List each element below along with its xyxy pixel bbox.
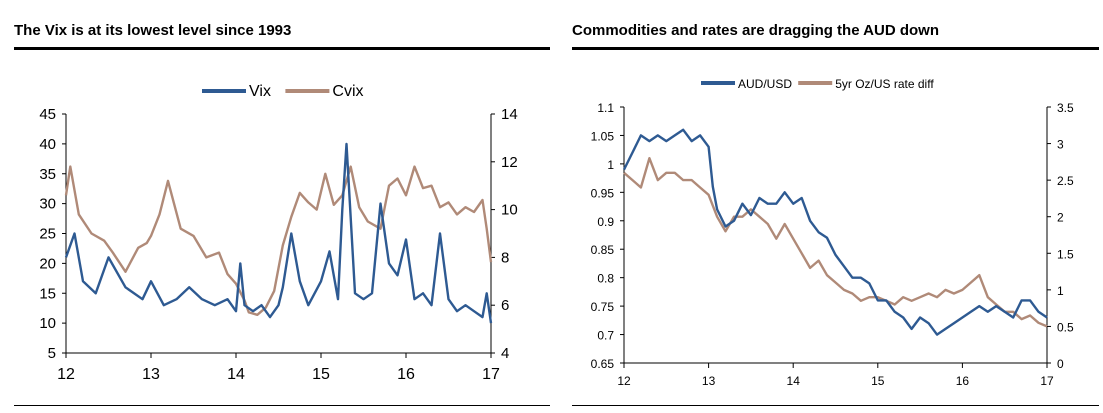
chart-panel-vix: The Vix is at its lowest level since 199… — [14, 22, 550, 406]
x-tick-label: 15 — [312, 366, 330, 383]
series-line-vix — [64, 142, 493, 324]
chart-panel-aud: Commodities and rates are dragging the A… — [568, 0, 1103, 413]
y-right-tick-label: 8 — [501, 249, 509, 266]
x-tick-label: 12 — [57, 366, 75, 383]
x-tick-label: 17 — [482, 366, 500, 383]
legend-label: AUD/USD — [738, 77, 792, 91]
chart-title: The Vix is at its lowest level since 199… — [14, 22, 292, 39]
series-line-cvix — [64, 165, 493, 316]
x-tick-label: 15 — [871, 374, 885, 388]
x-tick-label: 17 — [1040, 374, 1054, 388]
x-tick-label: 13 — [702, 374, 716, 388]
y-left-tick-label: 10 — [39, 315, 56, 332]
y-right-tick-label: 3 — [1057, 138, 1064, 152]
y-right-tick-label: 1.5 — [1057, 247, 1074, 261]
y-right-tick-label: 2.5 — [1057, 174, 1074, 188]
y-right-tick-label: 4 — [501, 345, 509, 362]
vix-chart: 45 40 35 30 25 20 15 10 5 14 12 10 8 6 4 12 13 14 15 16 17 Vi… — [39, 83, 518, 383]
y-right-tick-label: 12 — [501, 154, 518, 171]
legend-label: Vix — [249, 83, 271, 100]
y-left-tick-label: 0.85 — [591, 243, 615, 257]
y-left-tick-label: 1.1 — [597, 101, 614, 115]
y-right-tick-label: 14 — [501, 106, 518, 123]
y-left-tick-label: 25 — [39, 226, 56, 243]
y-left-tick-label: 5 — [48, 345, 56, 362]
y-right-tick-label: 6 — [501, 297, 509, 314]
y-right-tick-label: 3.5 — [1057, 101, 1074, 115]
y-right-tick-label: 10 — [501, 202, 518, 219]
y-left-tick-label: 45 — [39, 106, 56, 123]
y-left-tick-label: 1.05 — [591, 129, 615, 143]
y-left-tick-label: 35 — [39, 166, 56, 183]
title-rule — [14, 47, 550, 50]
y-right-tick-label: 0 — [1057, 357, 1064, 371]
y-left-tick-label: 0.75 — [591, 300, 615, 314]
x-tick-label: 16 — [397, 366, 415, 383]
y-left-tick-label: 0.8 — [597, 272, 614, 286]
y-left-tick-label: 0.95 — [591, 186, 615, 200]
legend-label: Cvix — [332, 83, 363, 100]
y-left-tick-label: 0.9 — [597, 215, 614, 229]
y-right-tick-label: 1 — [1057, 284, 1064, 298]
y-left-tick-label: 1 — [607, 158, 614, 172]
y-left-tick-label: 0.7 — [597, 329, 614, 343]
y-left-tick-label: 30 — [39, 196, 56, 213]
x-tick-label: 16 — [956, 374, 970, 388]
x-tick-label: 12 — [617, 374, 631, 388]
footer-rule — [14, 405, 550, 406]
y-right-tick-label: 0.5 — [1057, 320, 1074, 334]
aud-chart: 1.1 1.05 1 0.95 0.9 0.85 0.8 0.75 0.7 0.65 3.5 3 2.5… — [591, 77, 1074, 388]
x-tick-label: 14 — [787, 374, 801, 388]
y-left-tick-label: 15 — [39, 285, 56, 302]
series-line-5yr-oz-us-rate-diff — [623, 156, 1048, 328]
series-line-aud-usd — [622, 128, 1048, 336]
y-left-tick-label: 0.65 — [591, 357, 615, 371]
x-tick-label: 13 — [142, 366, 160, 383]
y-left-tick-label: 20 — [39, 255, 56, 272]
y-right-tick-label: 2 — [1057, 211, 1064, 225]
y-left-tick-label: 40 — [39, 136, 56, 153]
title-rule — [572, 47, 1099, 50]
x-tick-label: 14 — [227, 366, 245, 383]
footer-rule — [572, 405, 1099, 406]
chart-title: Commodities and rates are dragging the A… — [572, 22, 939, 39]
legend-label: 5yr Oz/US rate diff — [835, 77, 934, 91]
